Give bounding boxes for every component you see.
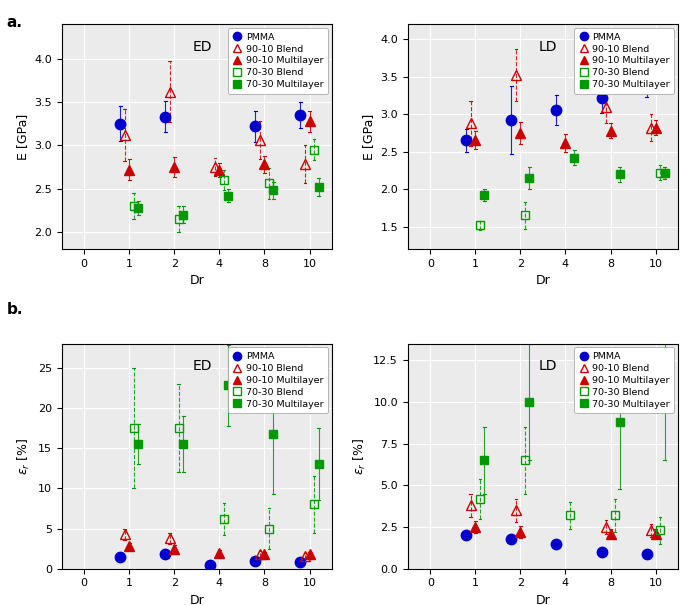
Text: LD: LD <box>539 40 558 54</box>
Legend: PMMA, 90-10 Blend, 90-10 Multilayer, 70-30 Blend, 70-30 Multilayer: PMMA, 90-10 Blend, 90-10 Multilayer, 70-… <box>574 347 674 413</box>
Y-axis label: $\varepsilon_r$ [%]: $\varepsilon_r$ [%] <box>351 437 368 475</box>
Text: ED: ED <box>192 40 212 54</box>
Legend: PMMA, 90-10 Blend, 90-10 Multilayer, 70-30 Blend, 70-30 Multilayer: PMMA, 90-10 Blend, 90-10 Multilayer, 70-… <box>228 347 328 413</box>
Y-axis label: $\varepsilon_r$ [%]: $\varepsilon_r$ [%] <box>16 437 32 475</box>
Y-axis label: E [GPa]: E [GPa] <box>16 114 29 160</box>
X-axis label: Dr: Dr <box>536 275 550 287</box>
Text: ED: ED <box>192 359 212 373</box>
Legend: PMMA, 90-10 Blend, 90-10 Multilayer, 70-30 Blend, 70-30 Multilayer: PMMA, 90-10 Blend, 90-10 Multilayer, 70-… <box>574 28 674 94</box>
X-axis label: Dr: Dr <box>536 594 550 605</box>
Text: a.: a. <box>7 15 23 30</box>
Text: b.: b. <box>7 302 23 318</box>
X-axis label: Dr: Dr <box>190 275 204 287</box>
Legend: PMMA, 90-10 Blend, 90-10 Multilayer, 70-30 Blend, 70-30 Multilayer: PMMA, 90-10 Blend, 90-10 Multilayer, 70-… <box>228 28 328 94</box>
Y-axis label: E [GPa]: E [GPa] <box>362 114 375 160</box>
X-axis label: Dr: Dr <box>190 594 204 605</box>
Text: LD: LD <box>539 359 558 373</box>
